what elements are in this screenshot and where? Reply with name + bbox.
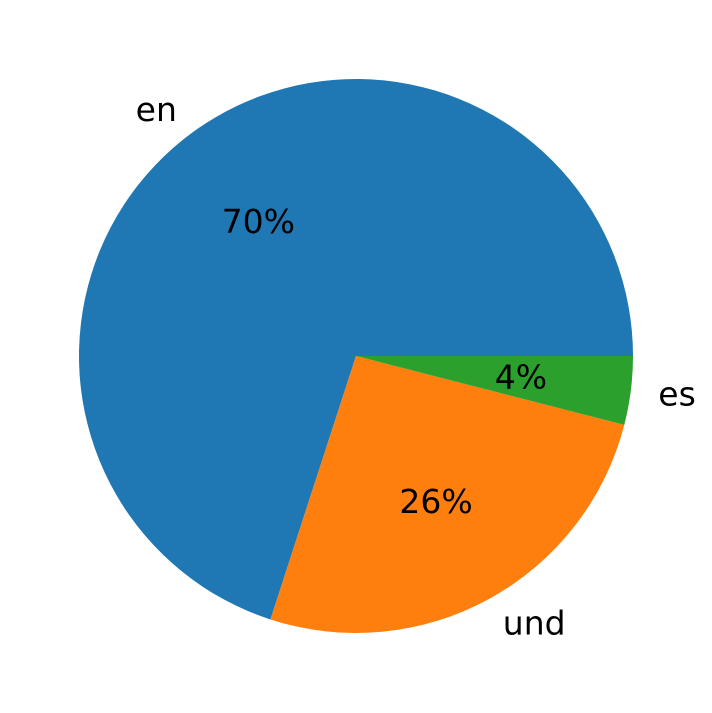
pie-slice-en xyxy=(78,78,633,620)
pie-slices xyxy=(78,78,633,633)
pie-labels: en 70% und 26% es 4% xyxy=(136,90,696,643)
percent-label-en: 70% xyxy=(222,202,295,241)
pie-slice-es xyxy=(356,356,633,425)
category-label-en: en xyxy=(136,90,177,129)
percent-label-und: 26% xyxy=(399,482,472,521)
category-label-und: und xyxy=(503,604,566,643)
category-label-es: es xyxy=(658,375,696,414)
pie-slice-und xyxy=(270,356,625,633)
percent-label-es: 4% xyxy=(495,357,547,396)
